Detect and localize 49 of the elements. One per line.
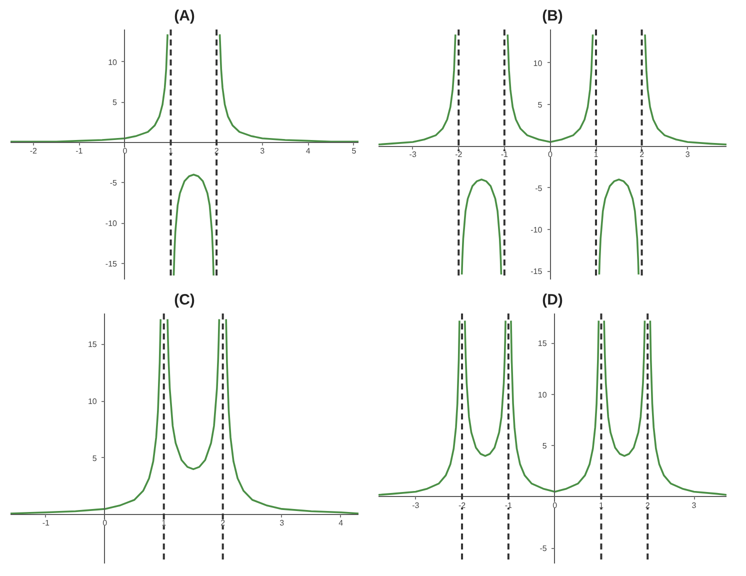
y-tick-label: 10 bbox=[538, 390, 548, 400]
y-tick-label: 5 bbox=[92, 454, 98, 463]
y-tick-label: -15 bbox=[105, 259, 118, 268]
x-tick-label: 1 bbox=[168, 146, 174, 156]
x-tick-label: -2 bbox=[455, 150, 463, 160]
x-tick-label: -2 bbox=[458, 500, 466, 510]
x-tick-label: -1 bbox=[504, 500, 513, 510]
y-tick-label: -5 bbox=[535, 184, 543, 193]
x-tick-label: 5 bbox=[352, 146, 357, 156]
x-tick-label: 2 bbox=[220, 518, 226, 528]
x-tick-label: -1 bbox=[76, 146, 84, 156]
y-tick-label: -15 bbox=[530, 267, 543, 276]
x-tick-label: -2 bbox=[30, 146, 38, 156]
x-tick-label: 3 bbox=[692, 500, 697, 510]
y-tick-label: -10 bbox=[105, 219, 118, 228]
x-tick-label: 1 bbox=[598, 500, 604, 510]
y-tick-label: 15 bbox=[538, 339, 548, 348]
x-tick-label: 1 bbox=[162, 518, 167, 528]
x-tick-label: 4 bbox=[306, 146, 311, 156]
y-tick-label: 5 bbox=[542, 442, 548, 451]
x-tick-label: -1 bbox=[500, 150, 509, 160]
y-tick-label: 10 bbox=[533, 58, 543, 68]
x-tick-label: 4 bbox=[338, 518, 344, 528]
x-tick-label: 2 bbox=[640, 150, 645, 160]
y-tick-label: 5 bbox=[112, 98, 118, 108]
y-tick-label: 10 bbox=[88, 397, 98, 406]
y-tick-label: 10 bbox=[108, 58, 118, 67]
x-tick-label: -3 bbox=[412, 500, 420, 510]
x-tick-label: 3 bbox=[685, 150, 690, 160]
y-tick-label: -10 bbox=[530, 226, 543, 234]
x-tick-label: 0 bbox=[548, 150, 553, 160]
x-tick-label: 0 bbox=[102, 518, 108, 528]
x-tick-label: 3 bbox=[260, 146, 266, 156]
chart-title: (A) bbox=[174, 8, 195, 24]
x-tick-label: 2 bbox=[645, 500, 650, 510]
y-tick-label: 5 bbox=[538, 100, 543, 110]
x-tick-label: 2 bbox=[214, 146, 220, 156]
x-tick-label: 1 bbox=[594, 150, 599, 160]
x-tick-label: 0 bbox=[552, 500, 558, 510]
x-tick-label: 3 bbox=[280, 518, 285, 528]
x-tick-label: -3 bbox=[409, 150, 417, 160]
chart-title: (D) bbox=[542, 292, 563, 308]
x-tick-label: 0 bbox=[122, 146, 128, 156]
y-tick-label: -5 bbox=[110, 178, 118, 188]
chart-title: (C) bbox=[174, 292, 195, 308]
x-tick-label: -1 bbox=[42, 518, 50, 528]
y-tick-label: 15 bbox=[88, 340, 98, 350]
chart-title: (B) bbox=[542, 8, 563, 24]
y-tick-label: -5 bbox=[540, 544, 548, 554]
